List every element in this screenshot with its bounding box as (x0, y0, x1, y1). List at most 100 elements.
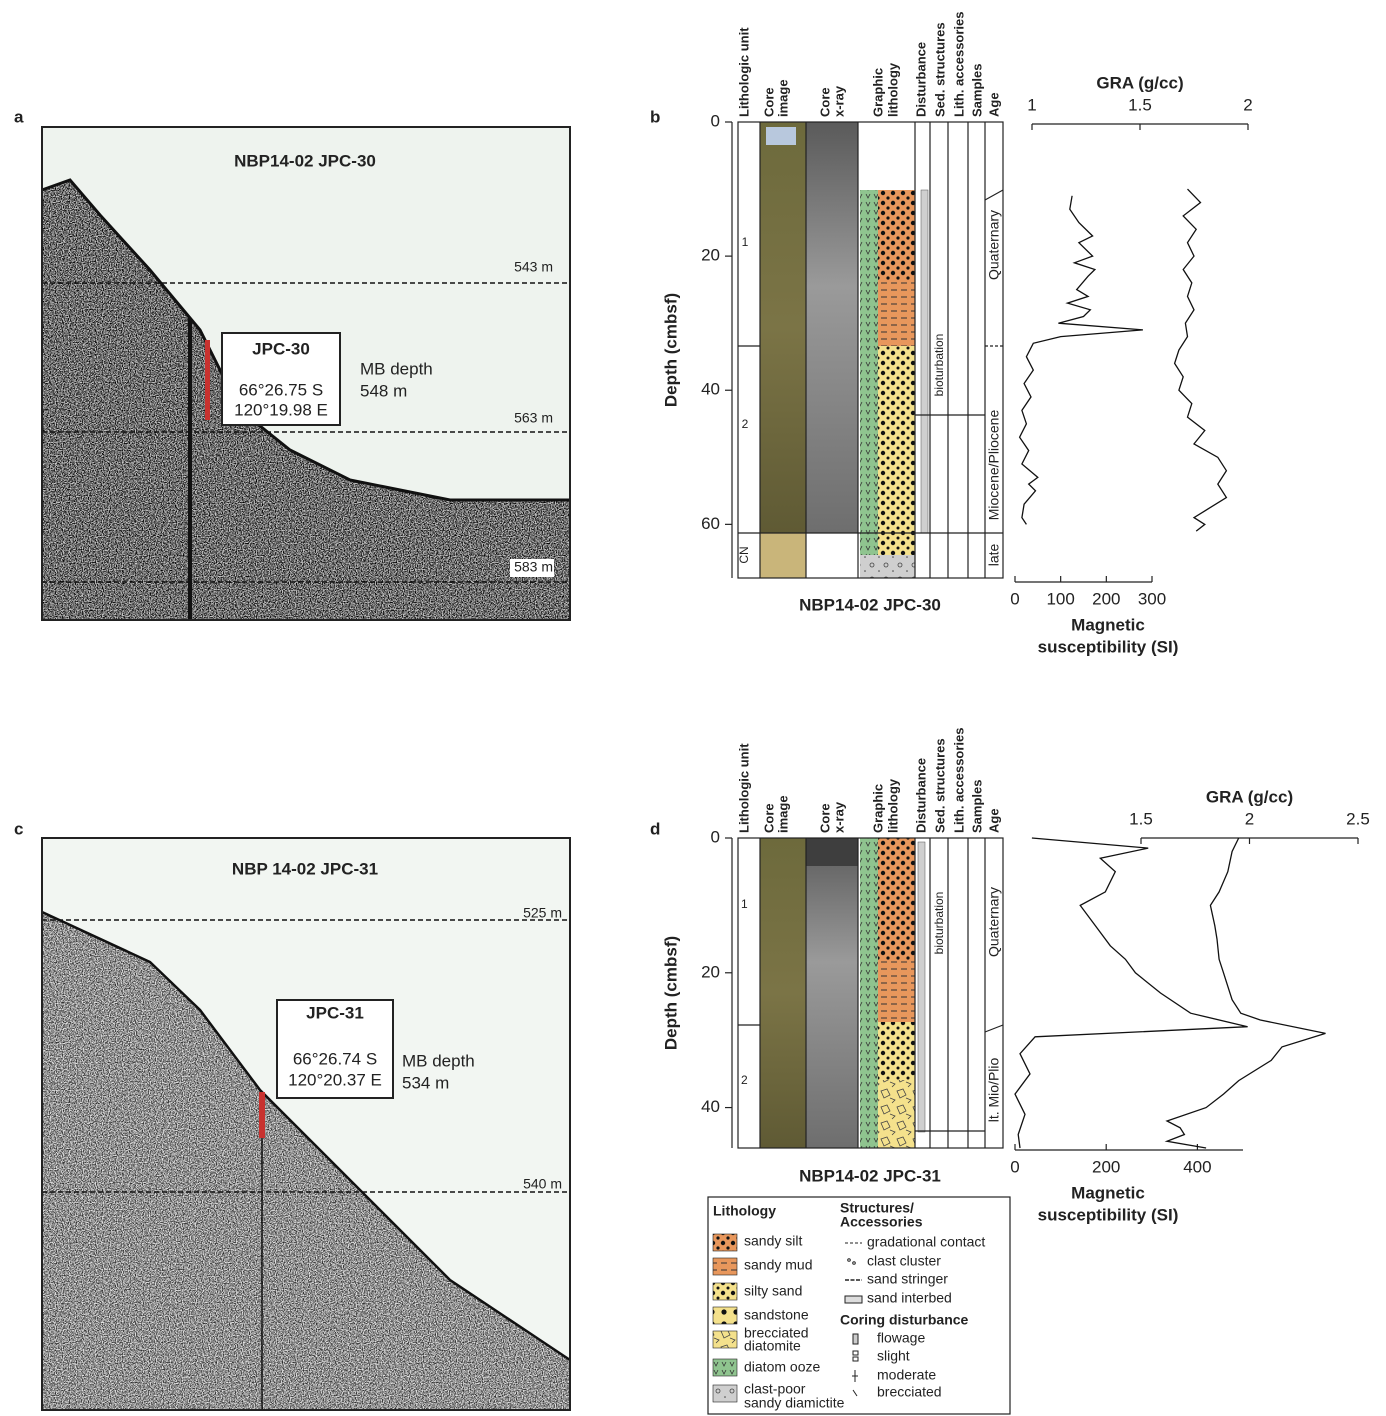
x-tick-label: 0 (1010, 1157, 1019, 1176)
x2-axis-title: GRA (g/cc) (1096, 73, 1183, 92)
column-header: Age (986, 808, 1001, 833)
column-header: Disturbance (913, 758, 928, 833)
x2-tick-label: 1 (1027, 95, 1036, 114)
column-header: lithology (885, 778, 900, 833)
column-header: image (775, 79, 790, 117)
core-name: NBP14-02 JPC-30 (799, 595, 941, 614)
core-name: NBP14-02 JPC-31 (799, 1166, 941, 1185)
y-tick-label: 60 (701, 514, 720, 533)
column-header: x-ray (831, 801, 846, 833)
column-header: Core (761, 87, 776, 117)
y-axis-title: Depth (cmbsf) (661, 936, 680, 1050)
mb-value: 534 m (402, 1073, 449, 1092)
column-header: image (775, 795, 790, 833)
legend-label: silty sand (744, 1283, 802, 1299)
y-tick-label: 40 (701, 1097, 720, 1116)
x2-tick-label: 2.5 (1346, 809, 1370, 828)
y-tick-label: 0 (711, 111, 720, 130)
legend-label: sandstone (744, 1307, 809, 1323)
panel-label: a (14, 107, 24, 126)
x2-tick-label: 1.5 (1129, 809, 1153, 828)
seismic-panel-c: c NBP 14-02 JPC-31 525 m 540 m JPC-31 66… (14, 819, 570, 1410)
column-header: Core (817, 87, 832, 117)
unit-label: 1 (742, 235, 749, 249)
legend-title: Lithology (713, 1203, 776, 1219)
core-b: 1 2 CN Quaternary Miocene/Pliocene late … (650, 107, 1003, 614)
column-header: Lithologic unit (736, 743, 751, 833)
core-d: 1 2 Quaternary lt. Mio/Plio bioturbation… (650, 819, 1003, 1185)
x-tick-label: 0 (1010, 589, 1019, 608)
x2-axis-title: GRA (g/cc) (1206, 787, 1293, 806)
legend-label: flowage (877, 1330, 925, 1346)
depth-label: 543 m (514, 259, 553, 275)
panel-title: NBP14-02 JPC-30 (234, 151, 376, 170)
y-tick-label: 20 (701, 246, 720, 265)
column-header: Samples (969, 64, 984, 117)
note: bioturbation (932, 334, 946, 397)
site-lon: 120°19.98 E (234, 400, 328, 419)
column-header: lithology (885, 62, 900, 117)
log-curve (1020, 196, 1143, 525)
y-tick-label: 40 (701, 380, 720, 399)
x-axis-title: Magnetic (1071, 615, 1145, 634)
unit-label: CN (737, 546, 751, 563)
legend-title: Coring disturbance (840, 1312, 969, 1328)
x-axis-title: Magnetic (1071, 1183, 1145, 1202)
age-label: late (986, 544, 1002, 567)
x2-tick-label: 1.5 (1128, 95, 1152, 114)
legend-label: clast cluster (867, 1253, 941, 1269)
mb-label: MB depth (360, 359, 433, 378)
log-curve (1175, 189, 1227, 531)
site-name: JPC-31 (306, 1003, 364, 1022)
mb-value: 548 m (360, 381, 407, 400)
panel-label: d (650, 819, 660, 838)
seismic-panel-a: a NBP14-02 JPC-30 543 m 563 m 583 m JPC-… (14, 107, 570, 620)
legend-label: diatom ooze (744, 1359, 820, 1375)
panel-title: NBP 14-02 JPC-31 (232, 859, 378, 878)
legend-title: Accessories (840, 1214, 923, 1230)
depth-label: 525 m (523, 905, 562, 921)
column-header: Lithologic unit (736, 27, 751, 117)
legend-label: diatomite (744, 1338, 801, 1354)
y-tick-label: 0 (711, 827, 720, 846)
site-lon: 120°20.37 E (288, 1070, 382, 1089)
panel-label: c (14, 819, 23, 838)
column-header: x-ray (831, 85, 846, 117)
log-curve (1167, 838, 1326, 1148)
site-name: JPC-30 (252, 339, 310, 358)
column-header: Graphic (870, 784, 885, 833)
legend-label: sand stringer (867, 1271, 948, 1287)
column-header: Graphic (870, 68, 885, 117)
x-tick-label: 300 (1138, 589, 1166, 608)
site-lat: 66°26.74 S (293, 1049, 377, 1068)
column-header: Core (761, 803, 776, 833)
depth-label: 563 m (514, 410, 553, 426)
age-label: Quaternary (986, 887, 1002, 957)
age-label: Miocene/Pliocene (986, 410, 1002, 521)
site-lat: 66°26.75 S (239, 380, 323, 399)
x-tick-label: 200 (1092, 1157, 1120, 1176)
unit-label: 2 (742, 417, 749, 431)
legend-label: slight (877, 1348, 910, 1364)
y-tick-label: 20 (701, 962, 720, 981)
legend-label: sandy mud (744, 1257, 812, 1273)
legend-label: sandy diamictite (744, 1395, 845, 1411)
column-header: Sed. structures (932, 738, 947, 833)
depth-label: 540 m (523, 1176, 562, 1192)
x2-tick-label: 2 (1243, 95, 1252, 114)
x-tick-label: 200 (1092, 589, 1120, 608)
column-header: Core (817, 803, 832, 833)
age-label: Quaternary (986, 210, 1002, 280)
x-axis-title: susceptibility (SI) (1038, 1205, 1179, 1224)
mb-label: MB depth (402, 1051, 475, 1070)
column-header: Age (986, 92, 1001, 117)
column-header: Samples (969, 780, 984, 833)
y-axis-title: Depth (cmbsf) (661, 293, 680, 407)
age-label: lt. Mio/Plio (986, 1058, 1002, 1123)
unit-label: 2 (741, 1073, 748, 1087)
legend-label: brecciated (877, 1384, 942, 1400)
x-tick-label: 400 (1183, 1157, 1211, 1176)
x-tick-label: 100 (1046, 589, 1074, 608)
column-header: Lith. accessories (951, 12, 966, 118)
unit-label: 1 (741, 897, 748, 911)
